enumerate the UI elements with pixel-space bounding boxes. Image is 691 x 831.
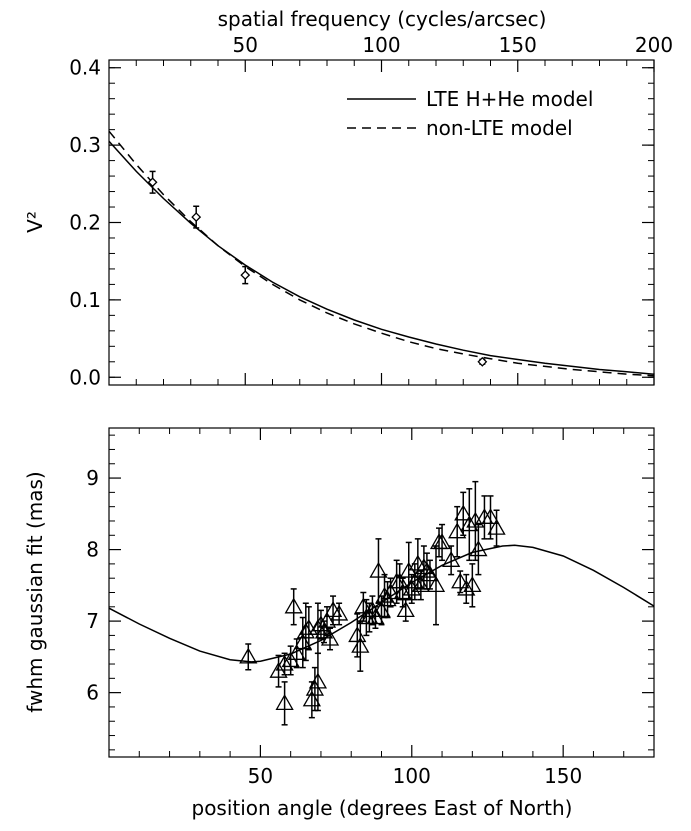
top-xtick-label: 50	[233, 33, 258, 57]
top-ytick-label: 0.1	[69, 288, 101, 312]
bottom-ytick-label: 9	[86, 466, 99, 490]
triangle-point	[351, 636, 370, 653]
top-xtick-label: 100	[362, 33, 400, 57]
top-ytick-label: 0.0	[69, 365, 101, 389]
triangle-point	[487, 518, 506, 535]
diamond-point	[477, 356, 488, 367]
triangle-point	[302, 690, 321, 707]
triangle-point	[426, 576, 446, 592]
triangle-point	[329, 604, 349, 621]
bottom-ticks: 50 100 150 6 7 8 9	[86, 428, 654, 788]
bottom-xlabel: position angle (degrees East of North)	[192, 796, 573, 820]
bottom-points	[239, 480, 506, 726]
triangle-point	[299, 618, 318, 635]
top-ytick-label: 0.2	[69, 211, 101, 235]
bottom-xtick-label: 150	[544, 764, 582, 788]
top-ytick-label: 0.4	[69, 56, 101, 80]
triangle-point	[348, 626, 367, 643]
triangle-point	[320, 629, 340, 646]
legend: LTE H+He model non-LTE model	[347, 87, 593, 140]
triangle-point	[411, 576, 430, 592]
triangle-point	[432, 533, 452, 550]
triangle-point	[466, 511, 485, 528]
triangle-point	[442, 551, 461, 567]
diamond-point	[240, 270, 251, 281]
triangle-point	[375, 586, 394, 603]
triangle-point	[463, 576, 482, 592]
triangle-point	[381, 583, 400, 600]
top-points	[147, 170, 488, 367]
triangle-point	[314, 622, 334, 639]
triangle-point	[354, 597, 373, 614]
bottom-panel: 50 100 150 6 7 8 9 position angle (degrees Eas…	[23, 427, 655, 820]
top-ticks: 0.0 0.1 0.2 0.3 0.4 50 100 150 200	[69, 33, 673, 389]
top-xtick-label: 200	[635, 33, 673, 57]
triangle-point	[287, 643, 306, 660]
top-curves	[108, 130, 655, 377]
top-ytick-label: 0.3	[69, 133, 101, 157]
triangle-point	[239, 647, 258, 664]
bottom-xtick-label: 50	[248, 764, 273, 788]
triangle-point	[275, 654, 294, 671]
triangle-point	[396, 601, 415, 618]
triangle-point	[393, 583, 412, 600]
bottom-ytick-label: 6	[86, 681, 99, 705]
diamond-point	[147, 177, 158, 188]
top-panel: 0.0 0.1 0.2 0.3 0.4 50 100 150 200 spatial frequ…	[23, 7, 673, 389]
top-axis-label: spatial frequency (cycles/arcsec)	[218, 7, 547, 31]
triangle-point	[275, 694, 294, 711]
top-ylabel: V²	[23, 211, 47, 233]
triangle-point	[284, 597, 303, 614]
bottom-ytick-label: 8	[86, 538, 99, 562]
legend-label-lte: LTE H+He model	[426, 87, 593, 111]
triangle-point	[369, 561, 388, 578]
triangle-point	[311, 615, 331, 632]
bottom-ylabel: fwhm gaussian fit (mas)	[23, 471, 47, 712]
triangle-point	[390, 572, 409, 589]
lte-model-curve	[108, 140, 655, 375]
triangle-point	[296, 622, 315, 639]
triangle-point	[460, 515, 479, 532]
top-xtick-label: 150	[499, 33, 537, 57]
triangle-point	[414, 558, 434, 575]
triangle-point	[363, 601, 382, 618]
triangle-point	[469, 540, 488, 557]
triangle-point	[420, 565, 440, 582]
diamond-point	[191, 212, 202, 223]
triangle-point	[454, 504, 473, 521]
triangle-point	[481, 508, 500, 525]
triangle-point	[457, 579, 476, 596]
triangle-point	[417, 561, 437, 578]
triangle-point	[451, 572, 470, 589]
bottom-ytick-label: 7	[86, 609, 99, 633]
bottom-xtick-label: 100	[393, 764, 431, 788]
triangle-point	[372, 601, 391, 618]
triangle-point	[293, 633, 312, 650]
triangle-point	[308, 672, 328, 689]
nonlte-model-curve	[108, 130, 655, 377]
legend-label-nonlte: non-LTE model	[426, 116, 573, 140]
